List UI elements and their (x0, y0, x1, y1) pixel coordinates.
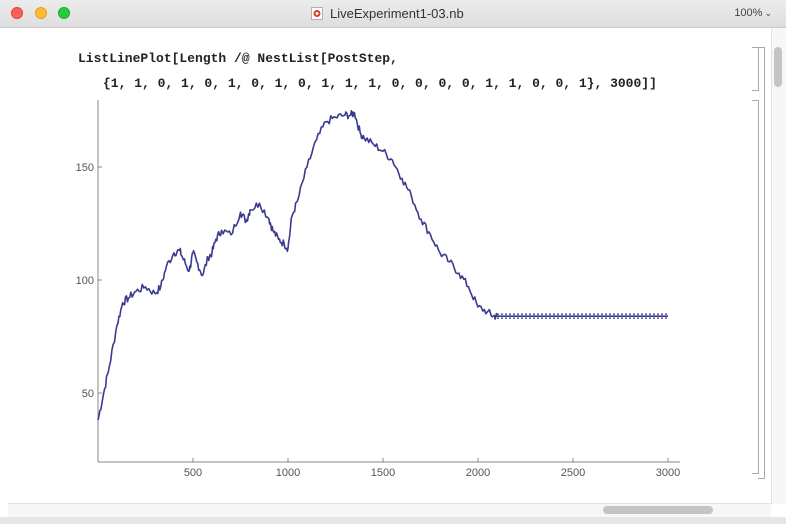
horizontal-scroll-thumb[interactable] (603, 506, 713, 514)
zoom-menu[interactable]: 100% ⌄ (734, 7, 772, 19)
y-tick-label: 150 (76, 162, 94, 174)
input-cell[interactable]: ListLinePlot[Length /@ NestList[PostStep… (78, 46, 657, 96)
window-title: LiveExperiment1-03.nb (330, 6, 464, 21)
x-tick-label: 3000 (656, 467, 680, 479)
mathematica-notebook-icon (311, 7, 323, 20)
x-tick-label: 1000 (276, 467, 300, 479)
group-cell-bracket[interactable] (758, 47, 765, 479)
x-tick-label: 1500 (371, 467, 395, 479)
input-cell-bracket[interactable] (752, 47, 759, 91)
title-bar[interactable]: LiveExperiment1-03.nb 100% ⌄ (0, 0, 786, 28)
series-band (497, 313, 668, 319)
vertical-scrollbar[interactable] (771, 28, 786, 504)
vertical-scroll-thumb[interactable] (774, 47, 782, 87)
series-line (97, 110, 668, 421)
input-line-2: {1, 1, 0, 1, 0, 1, 0, 1, 0, 1, 1, 1, 0, … (103, 76, 657, 91)
y-tick-label: 100 (76, 275, 94, 287)
zoom-button[interactable] (58, 7, 70, 19)
window-bottom-edge (0, 517, 786, 524)
input-line-1: ListLinePlot[Length /@ NestList[PostStep… (78, 51, 398, 66)
minimize-button[interactable] (35, 7, 47, 19)
x-tick-label: 500 (184, 467, 202, 479)
y-tick-label: 50 (82, 388, 94, 400)
close-button[interactable] (11, 7, 23, 19)
horizontal-scrollbar[interactable] (8, 503, 771, 518)
zoom-level: 100% (734, 7, 763, 19)
x-tick-label: 2000 (466, 467, 490, 479)
output-cell-bracket[interactable] (752, 100, 759, 474)
x-tick-label: 2500 (561, 467, 585, 479)
chevron-down-icon: ⌄ (764, 8, 772, 18)
x-ticks: 500 1000 1500 2000 2500 3000 (184, 458, 680, 479)
notebook-content[interactable] (8, 28, 770, 503)
y-ticks: 50 100 150 (76, 162, 102, 400)
